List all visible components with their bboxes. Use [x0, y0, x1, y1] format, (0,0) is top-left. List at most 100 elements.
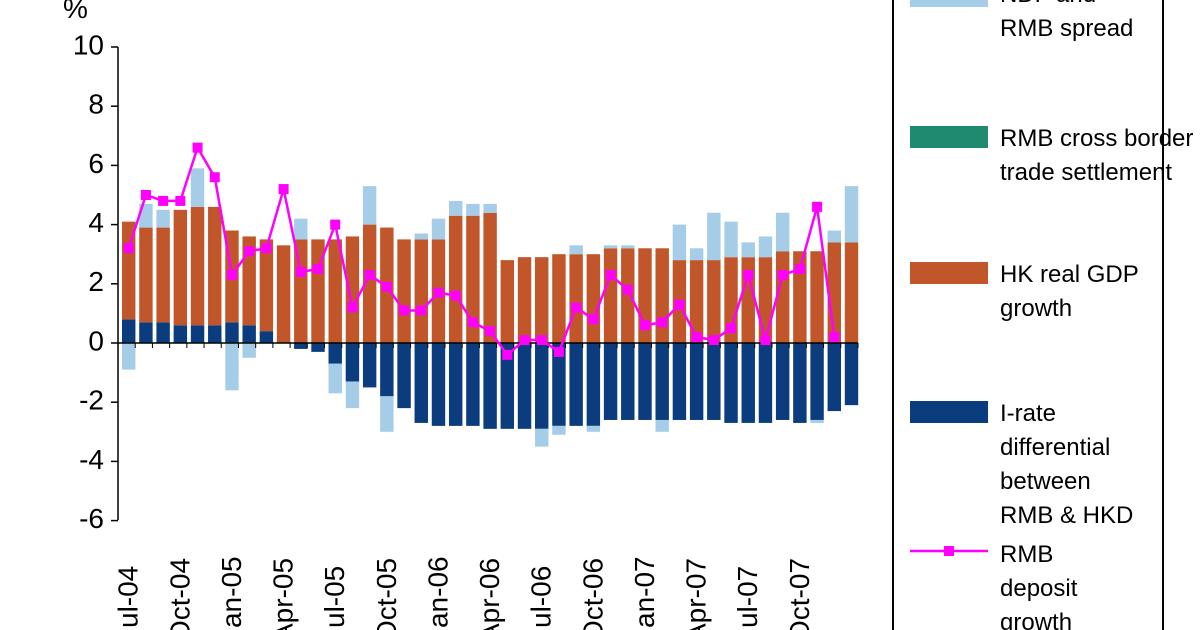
x-tick-label: Oct-07: [784, 558, 815, 630]
bar-i-rate-differential-between-rmb-hkd-34: [707, 343, 721, 420]
legend-swatch-rmb-cross-border-trade-settlement: [910, 126, 988, 148]
point-rmb-deposit-growth-41: [829, 332, 840, 343]
bar-ndf-and-rmb-spread-41: [827, 230, 841, 243]
point-rmb-deposit-growth-8: [261, 243, 272, 254]
bar-hk-real-gdp-growth-13: [345, 236, 360, 343]
point-rmb-deposit-growth-14: [364, 269, 375, 280]
point-rmb-deposit-growth-30: [639, 320, 650, 331]
x-tick-label: Oct-06: [577, 558, 608, 630]
bar-i-rate-differential-between-rmb-hkd-29: [621, 343, 635, 420]
bar-ndf-and-rmb-spread-25: [552, 425, 566, 435]
bar-i-rate-differential-between-rmb-hkd-42: [844, 343, 859, 406]
point-rmb-deposit-growth-18: [433, 287, 444, 298]
bar-hk-real-gdp-growth-16: [397, 239, 411, 343]
bar-ndf-and-rmb-spread-15: [380, 396, 394, 432]
bar-i-rate-differential-between-rmb-hkd-7: [242, 325, 256, 343]
point-rmb-deposit-growth-25: [553, 346, 564, 357]
point-rmb-deposit-growth-2: [158, 195, 169, 206]
bar-ndf-and-rmb-spread-33: [689, 248, 704, 261]
legend-marker-rmb-deposit-growth: [944, 546, 954, 556]
plot-area: 10 8 6 4 2 0 -2 -4 -6% Jul-04 Oct-04 Jan-05 Apr-05 Ju…: [63, 0, 859, 630]
bar-i-rate-differential-between-rmb-hkd-24: [535, 343, 549, 429]
bar-i-rate-differential-between-rmb-hkd-26: [569, 343, 583, 426]
point-rmb-deposit-growth-38: [777, 269, 788, 280]
point-rmb-deposit-growth-26: [571, 302, 582, 313]
legend-swatch-ndf-and-rmb-spread: [910, 0, 988, 7]
y-tick-label: 10: [73, 29, 104, 60]
point-rmb-deposit-growth-12: [330, 219, 341, 230]
bar-ndf-and-rmb-spread-14: [362, 186, 377, 225]
point-rmb-deposit-growth-36: [743, 269, 754, 280]
x-tick-label: Jan-07: [629, 556, 660, 630]
bar-ndf-and-rmb-spread-12: [328, 363, 342, 394]
bar-i-rate-differential-between-rmb-hkd-41: [827, 343, 841, 412]
point-rmb-deposit-growth-29: [622, 284, 633, 295]
bar-hk-real-gdp-growth-3: [173, 209, 188, 326]
point-rmb-deposit-growth-15: [381, 281, 392, 292]
bar-i-rate-differential-between-rmb-hkd-6: [225, 322, 239, 343]
bar-hk-real-gdp-growth-2: [156, 227, 170, 323]
bar-hk-real-gdp-growth-31: [655, 248, 669, 343]
bar-i-rate-differential-between-rmb-hkd-8: [259, 331, 274, 343]
bar-hk-real-gdp-growth-25: [552, 254, 566, 343]
bar-hk-real-gdp-growth-4: [190, 206, 205, 326]
point-rmb-deposit-growth-0: [123, 243, 134, 254]
unit-label: %: [63, 0, 88, 24]
bar-i-rate-differential-between-rmb-hkd-2: [156, 322, 170, 343]
x-tick-label: Jan-06: [422, 556, 453, 630]
point-rmb-deposit-growth-4: [192, 142, 203, 153]
bar-i-rate-differential-between-rmb-hkd-4: [190, 325, 205, 343]
bar-i-rate-differential-between-rmb-hkd-22: [500, 343, 515, 429]
bar-ndf-and-rmb-spread-31: [655, 419, 669, 432]
bar-ndf-and-rmb-spread-34: [707, 212, 721, 261]
bar-i-rate-differential-between-rmb-hkd-39: [793, 343, 807, 423]
point-rmb-deposit-growth-3: [175, 195, 186, 206]
bar-hk-real-gdp-growth-9: [276, 245, 291, 343]
bar-i-rate-differential-between-rmb-hkd-12: [328, 343, 342, 364]
bar-ndf-and-rmb-spread-6: [225, 343, 239, 391]
point-rmb-deposit-growth-17: [416, 305, 427, 316]
bar-hk-real-gdp-growth-17: [414, 239, 428, 343]
legend-label-hk-real-gdp-growth: HK real GDP growth: [1000, 261, 1139, 322]
bar-i-rate-differential-between-rmb-hkd-1: [139, 322, 153, 343]
bar-hk-real-gdp-growth-39: [793, 251, 807, 343]
bar-hk-real-gdp-growth-14: [362, 224, 377, 343]
bar-hk-real-gdp-growth-1: [139, 227, 153, 323]
bar-ndf-and-rmb-spread-36: [741, 242, 755, 258]
bar-hk-real-gdp-growth-33: [689, 260, 704, 343]
x-tick-label: Apr-05: [268, 558, 299, 630]
bar-i-rate-differential-between-rmb-hkd-18: [431, 343, 446, 426]
bar-i-rate-differential-between-rmb-hkd-37: [758, 343, 773, 423]
bar-i-rate-differential-between-rmb-hkd-38: [775, 343, 790, 420]
bar-ndf-and-rmb-spread-1: [139, 203, 153, 228]
bar-i-rate-differential-between-rmb-hkd-17: [414, 343, 428, 423]
bar-hk-real-gdp-growth-21: [483, 212, 497, 343]
bar-hk-real-gdp-growth-42: [844, 242, 859, 343]
bar-i-rate-differential-between-rmb-hkd-15: [380, 343, 394, 397]
point-rmb-deposit-growth-35: [726, 323, 737, 334]
point-rmb-deposit-growth-19: [450, 290, 461, 301]
point-rmb-deposit-growth-20: [467, 317, 478, 328]
bar-ndf-and-rmb-spread-20: [466, 203, 480, 216]
legend-label-rmb-deposit-growth: RMB deposit growth: [1000, 541, 1078, 630]
bar-hk-real-gdp-growth-29: [621, 248, 635, 343]
bar-i-rate-differential-between-rmb-hkd-14: [362, 343, 377, 388]
bar-i-rate-differential-between-rmb-hkd-40: [810, 343, 824, 420]
bar-ndf-and-rmb-spread-4: [190, 168, 205, 207]
legend-label-rmb-cross-border-trade-settlement: RMB cross border trade settlement: [1000, 125, 1193, 186]
bar-i-rate-differential-between-rmb-hkd-25: [552, 343, 566, 426]
bar-i-rate-differential-between-rmb-hkd-16: [397, 343, 411, 409]
bar-hk-real-gdp-growth-19: [448, 215, 463, 343]
y-tick-label: -2: [79, 385, 104, 416]
x-tick-label: Jul-06: [526, 566, 557, 630]
x-tick-label: Oct-05: [371, 558, 402, 630]
point-rmb-deposit-growth-1: [140, 190, 151, 200]
x-tick-label: Jul-07: [732, 566, 763, 630]
bar-ndf-and-rmb-spread-2: [156, 209, 170, 228]
point-rmb-deposit-growth-24: [536, 335, 547, 346]
bar-i-rate-differential-between-rmb-hkd-10: [294, 343, 308, 349]
bar-i-rate-differential-between-rmb-hkd-11: [311, 343, 325, 352]
bar-ndf-and-rmb-spread-24: [535, 428, 549, 447]
